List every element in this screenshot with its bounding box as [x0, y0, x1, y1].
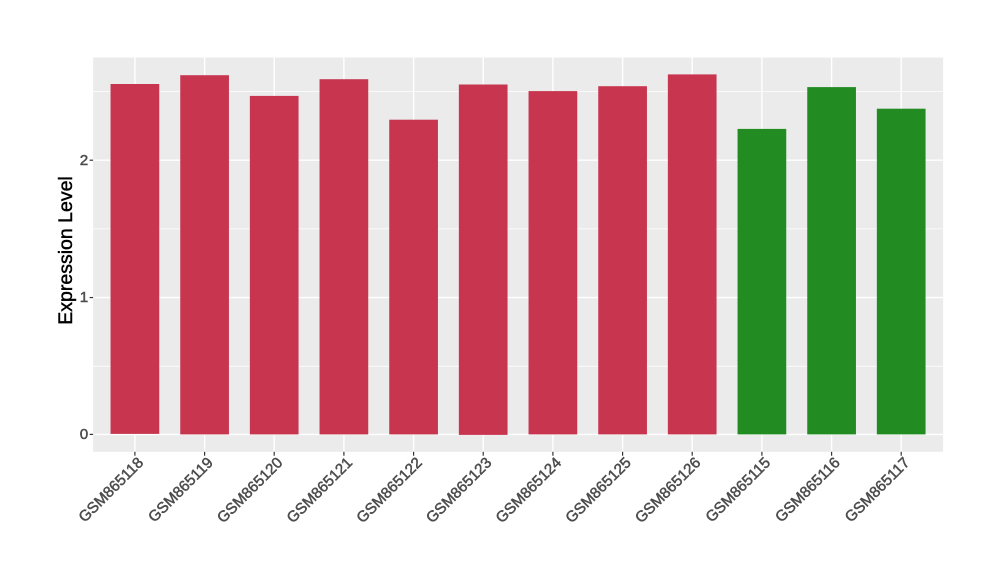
svg-text:2: 2 [80, 152, 88, 169]
svg-text:1: 1 [80, 289, 88, 306]
svg-text:Expression Level: Expression Level [55, 176, 77, 325]
svg-text:0: 0 [80, 426, 88, 443]
